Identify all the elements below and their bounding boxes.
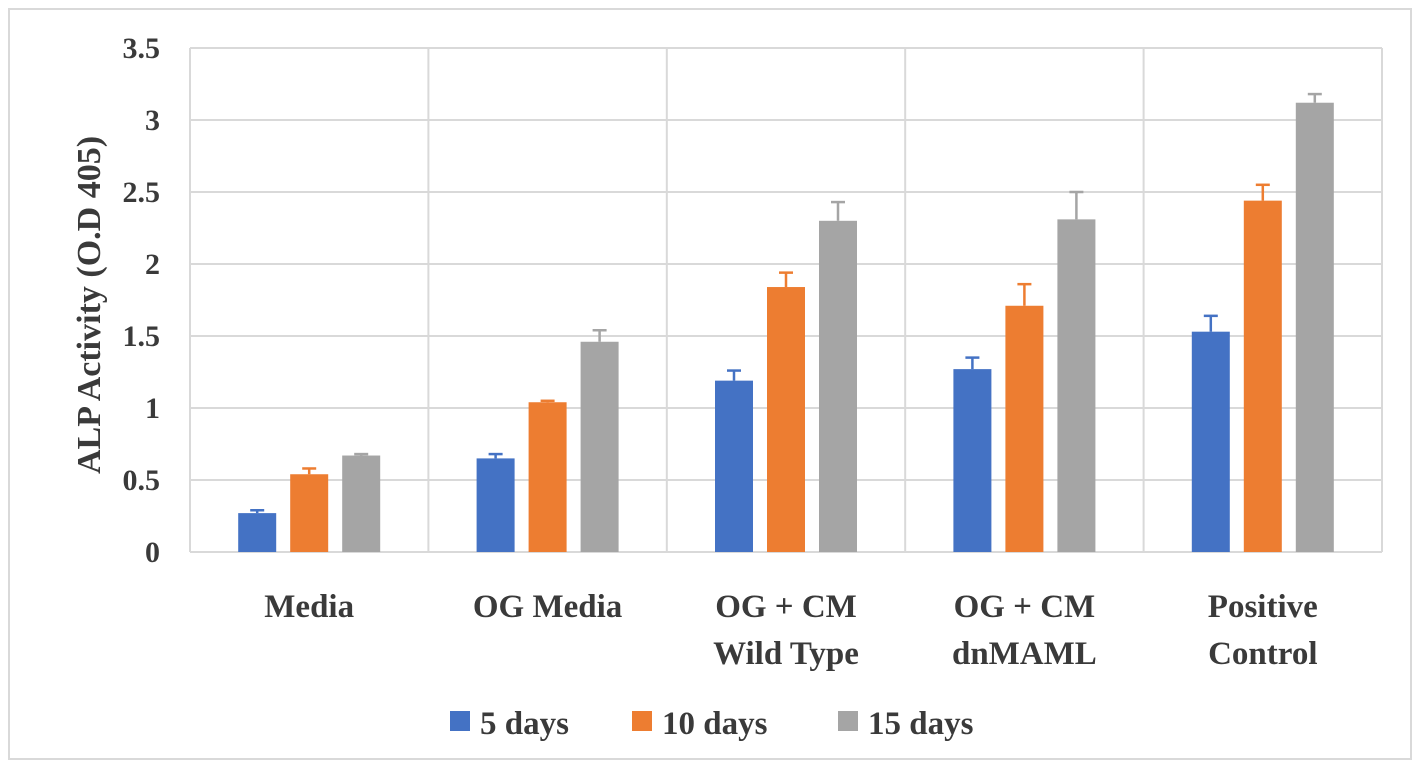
y-tick-label: 0	[145, 536, 160, 569]
bar-5-days-1	[476, 458, 515, 552]
bar-10-days-0	[290, 474, 329, 552]
y-tick-label: 1.5	[123, 320, 161, 353]
x-category-label: OG Media	[473, 589, 622, 625]
bar-10-days-1	[528, 402, 567, 552]
bar-15-days-3	[1057, 219, 1096, 553]
y-tick-label: 3	[145, 104, 160, 137]
x-category-label: Media	[264, 589, 354, 625]
bar-5-days-4	[1191, 331, 1230, 552]
y-tick-label: 2.5	[123, 176, 161, 209]
x-category-label: Wild Type	[713, 636, 859, 672]
y-tick-labels: 0 0.5 1 1.5 2 2.5 3 3.5	[123, 32, 161, 569]
x-category-label: OG + CM	[715, 589, 857, 625]
gridlines	[189, 47, 1383, 553]
y-tick-label: 2	[145, 248, 160, 281]
bar-5-days-3	[953, 369, 992, 552]
legend-swatch	[632, 711, 652, 731]
bar-15-days-0	[342, 455, 381, 552]
x-category-labels: Media OG Media OG + CM Wild Type OG + CM dnMA…	[264, 589, 1318, 672]
legend-swatch	[838, 711, 858, 731]
y-tick-label: 0.5	[123, 464, 161, 497]
legend-label: 15 days	[868, 706, 974, 742]
legend-label: 10 days	[662, 706, 768, 742]
legend-label: 5 days	[480, 706, 569, 742]
bar-10-days-4	[1243, 200, 1282, 552]
y-tick-label: 1	[145, 392, 160, 425]
x-category-label: dnMAML	[952, 636, 1097, 672]
x-category-label: OG + CM	[954, 589, 1096, 625]
bar-5-days-2	[715, 380, 753, 552]
bar-15-days-1	[580, 341, 619, 552]
bar-15-days-2	[819, 220, 857, 553]
y-tick-label: 3.5	[123, 32, 161, 65]
x-category-label: Control	[1208, 636, 1317, 672]
y-axis-title: ALP Activity (O.D 405)	[71, 136, 108, 474]
bar-10-days-2	[767, 287, 805, 552]
legend-swatch	[450, 711, 470, 731]
bar-15-days-4	[1295, 102, 1334, 552]
bars	[238, 92, 1334, 553]
legend: 5 days 10 days 15 days	[450, 706, 974, 742]
bar-5-days-0	[238, 513, 277, 552]
chart-frame	[8, 8, 1412, 760]
x-category-label: Positive	[1208, 589, 1318, 625]
bar-10-days-3	[1005, 305, 1044, 552]
